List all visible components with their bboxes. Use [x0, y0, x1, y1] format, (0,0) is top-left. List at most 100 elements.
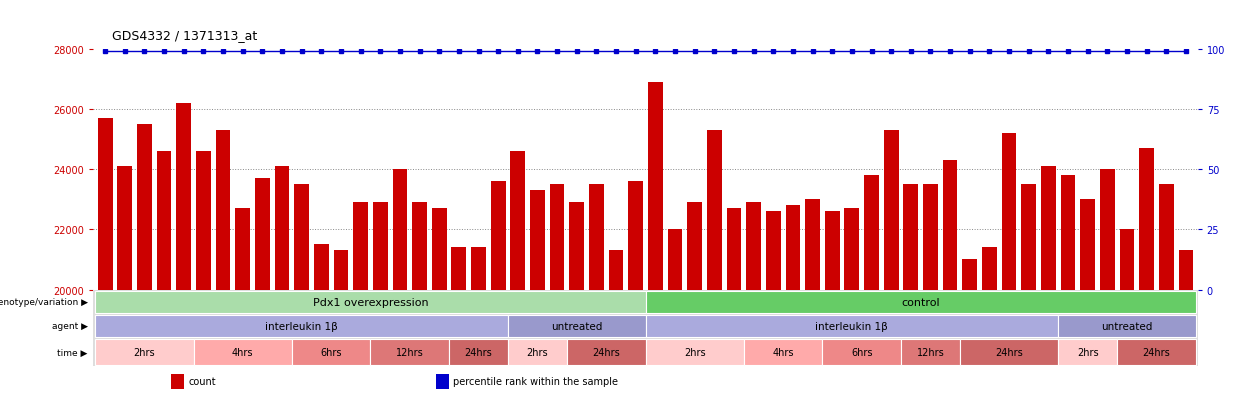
Bar — [1081, 200, 1096, 413]
Text: 24hrs: 24hrs — [995, 347, 1023, 357]
Bar — [1119, 230, 1134, 413]
Bar — [530, 191, 545, 413]
Bar — [354, 203, 369, 413]
Bar — [667, 230, 682, 413]
Bar — [96, 291, 646, 313]
Text: time ▶: time ▶ — [57, 348, 88, 357]
Bar — [471, 248, 486, 413]
Bar — [1099, 170, 1114, 413]
Bar — [291, 339, 371, 366]
Bar — [412, 203, 427, 413]
Text: 6hrs: 6hrs — [850, 347, 873, 357]
Bar — [510, 152, 525, 413]
Bar — [436, 374, 449, 389]
Bar — [569, 203, 584, 413]
Bar — [432, 209, 447, 413]
Text: interleukin 1β: interleukin 1β — [265, 321, 339, 331]
Bar — [864, 176, 879, 413]
Bar — [334, 251, 349, 413]
Bar — [904, 185, 918, 413]
Bar — [294, 185, 309, 413]
Text: interleukin 1β: interleukin 1β — [815, 321, 888, 331]
Bar — [491, 182, 505, 413]
Text: 4hrs: 4hrs — [232, 347, 254, 357]
Bar — [646, 291, 1195, 313]
Bar — [1041, 167, 1056, 413]
Text: count: count — [188, 377, 215, 387]
Text: 2hrs: 2hrs — [1077, 347, 1098, 357]
Bar — [1058, 339, 1117, 366]
Text: 24hrs: 24hrs — [593, 347, 620, 357]
Bar — [371, 339, 449, 366]
Bar — [215, 131, 230, 413]
Text: 24hrs: 24hrs — [464, 347, 492, 357]
Text: untreated: untreated — [1102, 321, 1153, 331]
Bar — [609, 251, 624, 413]
Bar — [982, 248, 997, 413]
Bar — [374, 203, 387, 413]
Text: 6hrs: 6hrs — [320, 347, 342, 357]
Text: genotype/variation ▶: genotype/variation ▶ — [0, 297, 88, 306]
Bar — [1021, 185, 1036, 413]
Bar — [1179, 251, 1193, 413]
Bar — [962, 260, 977, 413]
Bar — [96, 315, 508, 337]
Bar — [255, 179, 270, 413]
Bar — [646, 339, 743, 366]
Bar — [137, 125, 152, 413]
Bar — [647, 83, 662, 413]
Text: 12hrs: 12hrs — [396, 347, 423, 357]
Bar — [1058, 315, 1195, 337]
Bar — [275, 167, 289, 413]
Bar — [508, 339, 566, 366]
Text: 2hrs: 2hrs — [684, 347, 706, 357]
Bar — [960, 339, 1058, 366]
Bar — [629, 182, 644, 413]
Text: 2hrs: 2hrs — [133, 347, 156, 357]
Bar — [901, 339, 960, 366]
Text: 24hrs: 24hrs — [1143, 347, 1170, 357]
Bar — [1002, 134, 1016, 413]
Bar — [1117, 339, 1195, 366]
Bar — [157, 152, 172, 413]
Bar — [193, 339, 291, 366]
Bar — [452, 248, 466, 413]
Bar — [171, 374, 184, 389]
Bar — [314, 245, 329, 413]
Bar — [98, 119, 112, 413]
Bar — [589, 185, 604, 413]
Bar — [1159, 185, 1174, 413]
Bar — [195, 152, 210, 413]
Text: control: control — [901, 297, 940, 307]
Text: Pdx1 overexpression: Pdx1 overexpression — [312, 297, 428, 307]
Bar — [942, 161, 957, 413]
Bar — [806, 200, 820, 413]
Text: 12hrs: 12hrs — [916, 347, 944, 357]
Bar — [923, 185, 937, 413]
Text: 4hrs: 4hrs — [772, 347, 794, 357]
Text: percentile rank within the sample: percentile rank within the sample — [453, 377, 619, 387]
Bar — [1061, 176, 1076, 413]
Bar — [117, 167, 132, 413]
Text: 2hrs: 2hrs — [527, 347, 548, 357]
Bar — [825, 212, 839, 413]
Bar — [235, 209, 250, 413]
Bar — [746, 203, 761, 413]
Text: agent ▶: agent ▶ — [52, 321, 88, 330]
Bar — [508, 315, 646, 337]
Bar — [1139, 149, 1154, 413]
Bar — [766, 212, 781, 413]
Bar — [646, 315, 1058, 337]
Bar — [743, 339, 823, 366]
Bar — [96, 339, 193, 366]
Bar — [823, 339, 901, 366]
Bar — [786, 206, 801, 413]
Bar — [566, 339, 646, 366]
Bar — [844, 209, 859, 413]
Bar — [707, 131, 722, 413]
Bar — [687, 203, 702, 413]
Bar — [177, 104, 192, 413]
Bar — [449, 339, 508, 366]
Bar — [884, 131, 899, 413]
Bar — [727, 209, 741, 413]
